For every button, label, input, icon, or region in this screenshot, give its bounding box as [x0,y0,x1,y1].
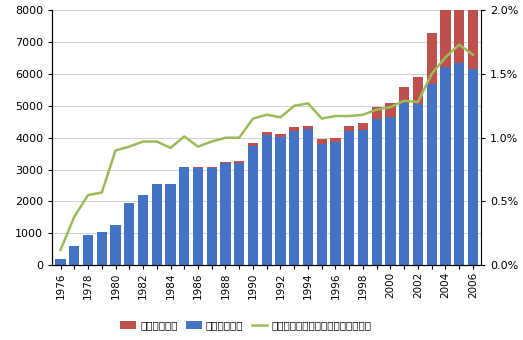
産学連携特許シェア（右スケール） [360,113,366,117]
産学連携特許シェア（右スケール） [236,136,242,140]
産学連携特許シェア（右スケール） [277,115,283,119]
産学連携特許シェア（右スケール） [373,108,380,112]
Bar [69,246,79,265]
産学連携特許シェア（右スケール） [428,72,435,76]
Bar [234,161,244,163]
Bar [385,117,395,265]
産学連携特許シェア（右スケール） [442,55,449,59]
Line: 産学連携特許シェア（右スケール）: 産学連携特許シェア（右スケール） [61,45,473,250]
Bar [440,0,451,67]
Legend: 共同出願特許, 共同発明特許, 産学連携特許シェア（右スケール）: 共同出願特許, 共同発明特許, 産学連携特許シェア（右スケール） [116,317,376,335]
産学連携特許シェア（右スケール） [154,139,160,143]
Bar [207,168,217,265]
産学連携特許シェア（右スケール） [99,190,105,194]
Bar [193,168,203,265]
産学連携特許シェア（右スケール） [346,114,353,118]
産学連携特許シェア（右スケール） [181,134,187,138]
産学連携特許シェア（右スケール） [388,105,394,109]
産学連携特許シェア（右スケール） [58,248,64,252]
産学連携特許シェア（右スケール） [456,42,462,47]
Bar [262,135,272,265]
産学連携特許シェア（右スケール） [209,139,215,143]
Bar [331,142,340,265]
産学連携特許シェア（右スケール） [332,114,338,118]
Bar [385,103,395,117]
Bar [220,163,231,265]
産学連携特許シェア（右スケール） [415,100,421,104]
Bar [110,225,121,265]
Bar [371,107,382,119]
Bar [440,67,451,265]
産学連携特許シェア（右スケール） [195,144,201,149]
産学連携特許シェア（右スケール） [112,148,119,152]
Bar [316,144,327,265]
Bar [83,235,93,265]
Bar [371,119,382,265]
Bar [152,184,162,265]
Bar [193,167,203,168]
産学連携特許シェア（右スケール） [85,193,91,197]
Bar [248,146,258,265]
産学連携特許シェア（右スケール） [250,117,256,121]
Bar [468,0,478,69]
産学連携特許シェア（右スケール） [264,113,270,117]
Bar [275,134,286,137]
Bar [331,138,340,142]
Bar [207,167,217,168]
Bar [399,103,410,265]
Bar [55,259,66,265]
Bar [454,0,464,63]
産学連携特許シェア（右スケール） [222,136,229,140]
Bar [316,139,327,144]
産学連携特許シェア（右スケール） [167,146,174,150]
Bar [303,129,313,265]
Bar [344,131,355,265]
Bar [427,84,437,265]
Bar [303,125,313,129]
Bar [97,232,107,265]
産学連携特許シェア（右スケール） [140,139,146,143]
Bar [138,195,148,265]
産学連携特許シェア（右スケール） [319,117,325,121]
Bar [165,184,176,265]
Bar [289,128,299,131]
産学連携特許シェア（右スケール） [401,99,407,103]
Bar [275,137,286,265]
Bar [468,69,478,265]
Bar [399,87,410,103]
産学連携特許シェア（右スケール） [305,101,311,105]
産学連携特許シェア（右スケール） [470,53,476,57]
Bar [220,162,231,163]
産学連携特許シェア（右スケール） [291,104,298,108]
Bar [358,130,368,265]
Bar [289,131,299,265]
産学連携特許シェア（右スケール） [126,144,132,149]
Bar [262,132,272,135]
Bar [344,125,355,131]
Bar [358,123,368,130]
Bar [234,163,244,265]
Bar [454,63,464,265]
Bar [179,167,189,265]
Bar [248,143,258,146]
Bar [124,203,134,265]
Bar [413,77,423,104]
Bar [413,104,423,265]
Bar [427,33,437,84]
産学連携特許シェア（右スケール） [71,215,77,219]
